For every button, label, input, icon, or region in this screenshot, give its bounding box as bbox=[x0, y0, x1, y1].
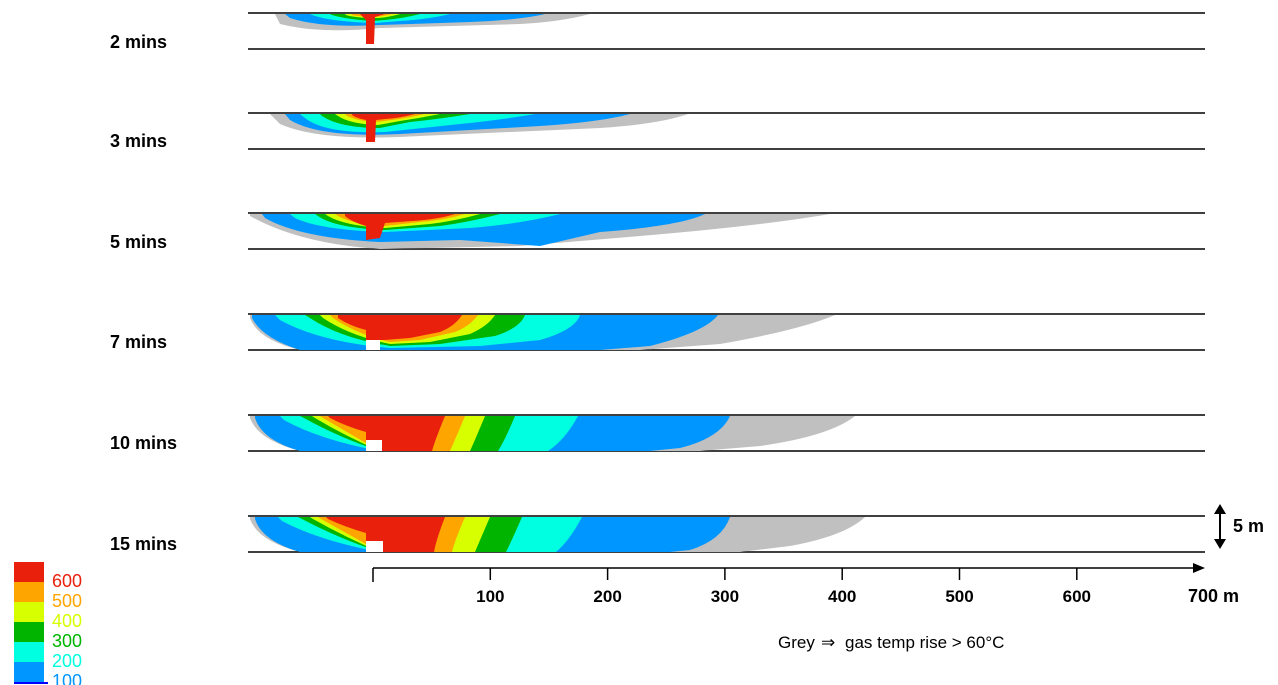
legend-swatch bbox=[14, 662, 44, 682]
zone-600 bbox=[345, 214, 455, 240]
note-prefix: Grey bbox=[778, 633, 815, 652]
axis-end-label: 700 m bbox=[1188, 586, 1239, 606]
legend-swatch bbox=[14, 642, 44, 662]
height-scale: 5 m bbox=[1214, 504, 1264, 549]
panel-2-mins: 2 mins bbox=[110, 12, 1205, 52]
note-text: gas temp rise > 60°C bbox=[845, 633, 1004, 652]
legend-label: 500 bbox=[52, 591, 82, 611]
legend-label: 100 bbox=[52, 671, 82, 685]
legend-label: 200 bbox=[52, 651, 82, 671]
time-label: 3 mins bbox=[110, 131, 167, 151]
axis-tick-label: 100 bbox=[476, 587, 504, 606]
time-label: 2 mins bbox=[110, 32, 167, 52]
grey-note: Grey ⇒ gas temp rise > 60°C bbox=[778, 633, 1004, 652]
axis-arrow-icon bbox=[1193, 563, 1205, 573]
zone-600 bbox=[352, 114, 415, 142]
zone-600 bbox=[326, 517, 445, 552]
time-label: 15 mins bbox=[110, 534, 177, 554]
axis-tick-label: 300 bbox=[711, 587, 739, 606]
time-label: 5 mins bbox=[110, 232, 167, 252]
axis-tick-label: 600 bbox=[1063, 587, 1091, 606]
legend-swatch bbox=[14, 622, 44, 642]
time-label: 7 mins bbox=[110, 332, 167, 352]
fire-source-block bbox=[366, 440, 382, 451]
height-scale-label: 5 m bbox=[1233, 516, 1264, 536]
panel-5-mins: 5 mins bbox=[110, 212, 1205, 252]
legend-label: 300 bbox=[52, 631, 82, 651]
legend-label: 600 bbox=[52, 571, 82, 591]
legend-swatch bbox=[14, 562, 44, 582]
axis-ticks: 100 200 300 400 500 600 bbox=[476, 568, 1091, 606]
arrow-up-icon bbox=[1214, 504, 1226, 514]
arrow-down-icon bbox=[1214, 539, 1226, 549]
distance-axis: 100 200 300 400 500 600 700 m bbox=[372, 563, 1239, 606]
implies-arrow-icon: ⇒ bbox=[821, 633, 835, 652]
zone-600 bbox=[328, 416, 445, 451]
panel-15-mins: 15 mins bbox=[110, 515, 1205, 554]
axis-tick-label: 500 bbox=[945, 587, 973, 606]
time-label: 10 mins bbox=[110, 433, 177, 453]
zone-600 bbox=[338, 315, 462, 340]
axis-tick-label: 200 bbox=[593, 587, 621, 606]
panel-10-mins: 10 mins bbox=[110, 414, 1205, 453]
legend-swatch bbox=[14, 582, 44, 602]
zone-600 bbox=[360, 14, 385, 44]
panel-7-mins: 7 mins bbox=[110, 313, 1205, 352]
fire-source-block bbox=[366, 541, 383, 552]
legend-swatch bbox=[14, 602, 44, 622]
legend-label: 400 bbox=[52, 611, 82, 631]
axis-tick-label: 400 bbox=[828, 587, 856, 606]
fire-source-block bbox=[366, 340, 380, 350]
panel-3-mins: 3 mins bbox=[110, 112, 1205, 151]
